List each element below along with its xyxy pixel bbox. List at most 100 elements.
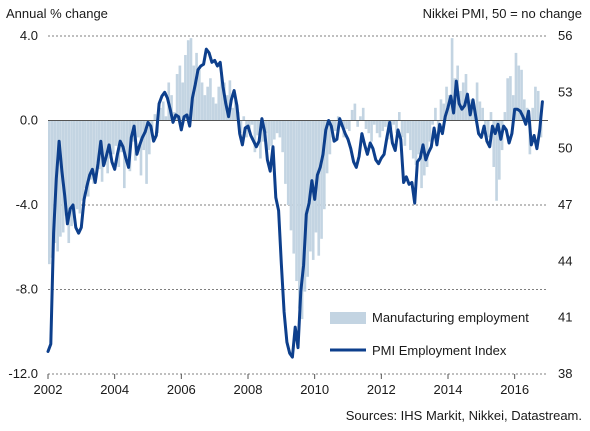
bar — [148, 120, 151, 155]
bar — [492, 120, 496, 167]
bar — [75, 120, 79, 210]
x-tick-label: 2016 — [500, 382, 529, 397]
bar — [323, 120, 326, 210]
bar — [281, 120, 284, 153]
right-tick-label: 44 — [558, 253, 572, 268]
bar — [50, 120, 54, 258]
bar — [359, 116, 362, 121]
bar — [414, 120, 418, 165]
left-tick-label: -12.0 — [8, 366, 38, 381]
bar — [250, 120, 254, 125]
pmi-employment-line — [46, 47, 544, 359]
bar — [334, 120, 337, 132]
bar — [125, 120, 129, 159]
bar — [198, 69, 201, 121]
bar — [431, 120, 434, 125]
bar — [317, 120, 321, 256]
bar — [392, 120, 396, 125]
bar — [231, 107, 234, 121]
bar — [256, 120, 259, 136]
bar — [111, 120, 115, 155]
bar — [400, 120, 404, 138]
source-note: Sources: IHS Markit, Nikkei, Datastream. — [345, 408, 582, 423]
manufacturing-employment-bars — [48, 38, 543, 320]
bar — [109, 120, 112, 159]
bar — [70, 120, 73, 227]
bar — [145, 120, 148, 184]
bar — [356, 120, 359, 127]
bar — [503, 112, 507, 121]
bar — [509, 76, 512, 121]
bar — [298, 120, 301, 309]
x-tick-label: 2010 — [300, 382, 329, 397]
bar — [406, 120, 409, 134]
bar — [484, 120, 487, 129]
bar — [120, 120, 123, 153]
bar — [295, 120, 298, 282]
bar — [195, 52, 198, 121]
bar — [520, 69, 523, 121]
bar — [95, 120, 98, 174]
bar — [345, 120, 348, 129]
bar — [450, 38, 454, 121]
left-tick-label: -4.0 — [16, 197, 38, 212]
right-tick-label: 56 — [558, 28, 572, 43]
x-tick-label: 2012 — [367, 382, 396, 397]
bar — [409, 120, 412, 151]
bar — [495, 120, 498, 201]
bar — [153, 114, 157, 121]
bar — [270, 120, 273, 146]
bar — [403, 120, 407, 146]
bar — [350, 109, 354, 121]
bar — [206, 86, 209, 121]
bar — [428, 120, 432, 142]
bar — [89, 120, 93, 180]
bar — [364, 120, 368, 129]
bar — [328, 120, 332, 155]
bar — [114, 120, 118, 146]
bar — [445, 86, 448, 121]
bar — [292, 120, 296, 254]
x-tick-label: 2006 — [167, 382, 196, 397]
bar — [214, 103, 218, 121]
left-axis-title: Annual % change — [6, 6, 108, 21]
bar — [203, 95, 207, 121]
right-tick-label: 47 — [558, 197, 572, 212]
bar — [434, 107, 437, 121]
bar — [511, 95, 515, 121]
bar — [306, 120, 309, 277]
bar — [248, 120, 251, 129]
bar — [189, 38, 193, 121]
right-tick-label: 50 — [558, 141, 572, 156]
bar — [375, 120, 379, 134]
right-tick-label: 53 — [558, 84, 572, 99]
bar — [517, 65, 521, 121]
bar — [320, 120, 323, 239]
bar — [286, 120, 290, 205]
bar — [300, 120, 304, 320]
bar — [481, 107, 484, 121]
bar — [523, 99, 526, 121]
bar — [489, 112, 493, 121]
bar — [284, 120, 287, 184]
bar — [73, 120, 76, 218]
left-tick-label: 0.0 — [20, 113, 38, 128]
x-tick-label: 2002 — [34, 382, 63, 397]
legend-label-line: PMI Employment Index — [372, 343, 507, 358]
bar — [56, 120, 59, 252]
x-axis-ticks: 2002 2004 2006 2008 2010 2012 2014 2016 — [34, 374, 529, 397]
bar — [239, 120, 243, 134]
bar — [200, 82, 204, 121]
bar — [178, 65, 182, 121]
bar — [86, 120, 90, 197]
bar — [217, 86, 221, 121]
x-tick-label: 2008 — [234, 382, 263, 397]
bar — [186, 40, 190, 121]
bar — [184, 55, 187, 121]
bar — [181, 82, 184, 121]
bar — [425, 120, 429, 167]
bar — [159, 107, 162, 121]
bar — [48, 120, 51, 265]
bar — [303, 120, 307, 292]
